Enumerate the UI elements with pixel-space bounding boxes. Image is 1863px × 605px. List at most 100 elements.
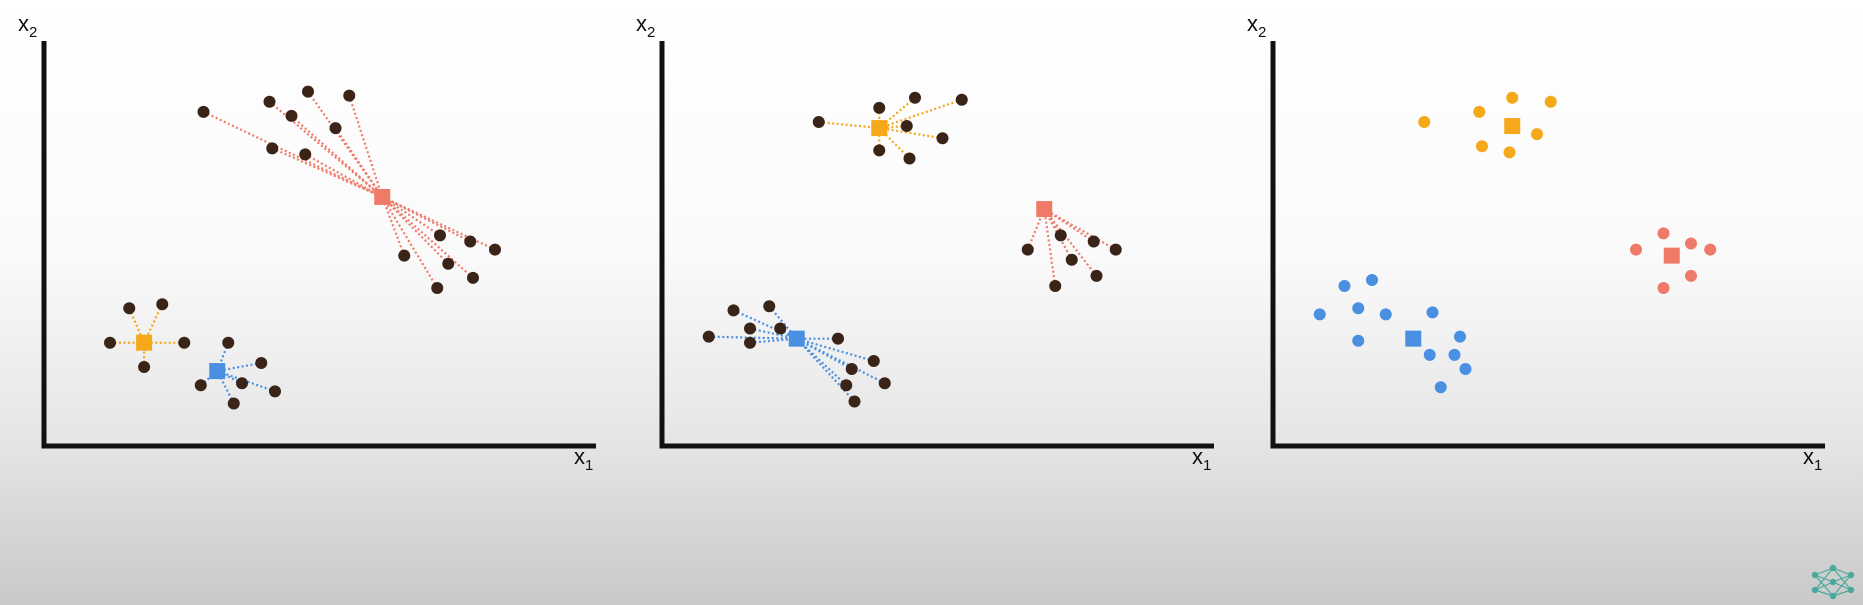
data-point bbox=[442, 257, 455, 270]
logo-edge bbox=[1814, 567, 1834, 591]
data-point bbox=[832, 332, 844, 345]
data-point bbox=[138, 361, 151, 374]
assignment-line bbox=[268, 100, 383, 198]
data-point bbox=[343, 89, 356, 102]
axes bbox=[41, 41, 596, 449]
assignment-line bbox=[381, 195, 496, 251]
data-point bbox=[398, 249, 411, 262]
data-point bbox=[1685, 269, 1697, 282]
assignment-line bbox=[381, 196, 474, 279]
y-axis-label: x2 bbox=[1247, 11, 1266, 41]
assignment-line bbox=[304, 153, 383, 198]
data-point bbox=[702, 330, 715, 343]
logo-edge bbox=[1814, 581, 1834, 591]
data-point bbox=[123, 302, 136, 315]
assignment-line bbox=[878, 98, 963, 130]
centroid-red bbox=[374, 188, 391, 205]
data-point bbox=[873, 101, 886, 114]
assignment-line bbox=[796, 337, 853, 371]
logo-node bbox=[1847, 586, 1855, 594]
data-point bbox=[774, 322, 787, 335]
data-point bbox=[1379, 308, 1392, 321]
data-point bbox=[909, 91, 921, 104]
centroid-red bbox=[1663, 247, 1680, 264]
logo-node bbox=[1811, 586, 1819, 594]
data-point bbox=[255, 356, 268, 369]
centroid-orange bbox=[1504, 118, 1521, 135]
data-point bbox=[1704, 243, 1717, 256]
assignment-line bbox=[1043, 208, 1095, 243]
logo-node bbox=[1829, 592, 1837, 600]
data-point bbox=[489, 243, 501, 256]
assignment-line bbox=[796, 337, 886, 385]
data-point bbox=[1087, 235, 1100, 248]
data-point bbox=[878, 377, 891, 390]
data-point bbox=[197, 105, 210, 118]
assignment-line bbox=[271, 147, 383, 198]
data-point bbox=[467, 271, 479, 284]
data-point bbox=[1476, 140, 1488, 153]
data-point bbox=[1685, 237, 1697, 250]
assignment-line bbox=[1043, 208, 1098, 277]
data-point bbox=[178, 336, 191, 349]
assignment-line bbox=[381, 196, 441, 237]
assignment-line bbox=[878, 96, 916, 129]
data-point bbox=[1109, 243, 1122, 256]
data-point bbox=[329, 122, 342, 135]
data-point bbox=[1090, 269, 1103, 282]
assignment-line bbox=[307, 90, 384, 198]
data-point bbox=[1352, 334, 1365, 347]
data-point bbox=[1049, 280, 1062, 293]
logo-edge bbox=[1832, 567, 1852, 576]
panel-3: x2 x1 bbox=[1247, 11, 1825, 474]
data-point bbox=[1544, 95, 1557, 108]
data-point bbox=[1352, 302, 1365, 315]
data-point bbox=[1657, 227, 1670, 240]
data-point bbox=[812, 116, 825, 128]
data-point bbox=[840, 379, 853, 392]
panels-group: x2 x1 x2 x1 x2 x1 bbox=[18, 11, 1825, 474]
data-point bbox=[269, 385, 281, 398]
logo-edge bbox=[1814, 567, 1834, 576]
logo-node bbox=[1847, 571, 1855, 579]
assignment-line bbox=[216, 370, 276, 393]
logo-node bbox=[1811, 571, 1819, 579]
panel-2: x2 x1 bbox=[636, 11, 1214, 474]
assignment-line bbox=[708, 335, 797, 340]
data-point bbox=[744, 322, 756, 335]
data-point bbox=[1313, 308, 1326, 321]
data-point bbox=[227, 397, 240, 410]
data-point bbox=[744, 336, 756, 349]
data-point bbox=[1454, 330, 1466, 343]
assignment-line bbox=[818, 120, 880, 130]
data-point bbox=[194, 379, 207, 392]
assignment-line bbox=[733, 309, 798, 340]
assignment-line bbox=[779, 327, 798, 340]
assignment-line bbox=[381, 196, 450, 265]
centroid-blue bbox=[1405, 330, 1422, 347]
data-point bbox=[1338, 280, 1351, 293]
data-point bbox=[873, 144, 886, 157]
data-point bbox=[1366, 273, 1378, 286]
data-point bbox=[104, 336, 116, 349]
centroid-orange bbox=[136, 334, 153, 351]
data-point bbox=[263, 95, 276, 108]
data-point bbox=[1434, 381, 1447, 394]
data-point bbox=[903, 152, 916, 165]
x-axis-label: x1 bbox=[1192, 444, 1211, 474]
assignment-line bbox=[334, 127, 384, 198]
assignment-line bbox=[749, 327, 797, 340]
data-point bbox=[1065, 253, 1078, 266]
data-point bbox=[1657, 282, 1670, 295]
assignment-line bbox=[203, 110, 383, 198]
data-point bbox=[1448, 348, 1461, 361]
data-point bbox=[1418, 116, 1431, 128]
data-point bbox=[1506, 91, 1519, 104]
data-point bbox=[900, 120, 913, 133]
centroid-orange bbox=[871, 120, 888, 137]
data-point bbox=[156, 298, 169, 311]
data-point bbox=[299, 148, 312, 161]
assignment-line bbox=[749, 337, 797, 344]
data-point bbox=[763, 300, 776, 313]
